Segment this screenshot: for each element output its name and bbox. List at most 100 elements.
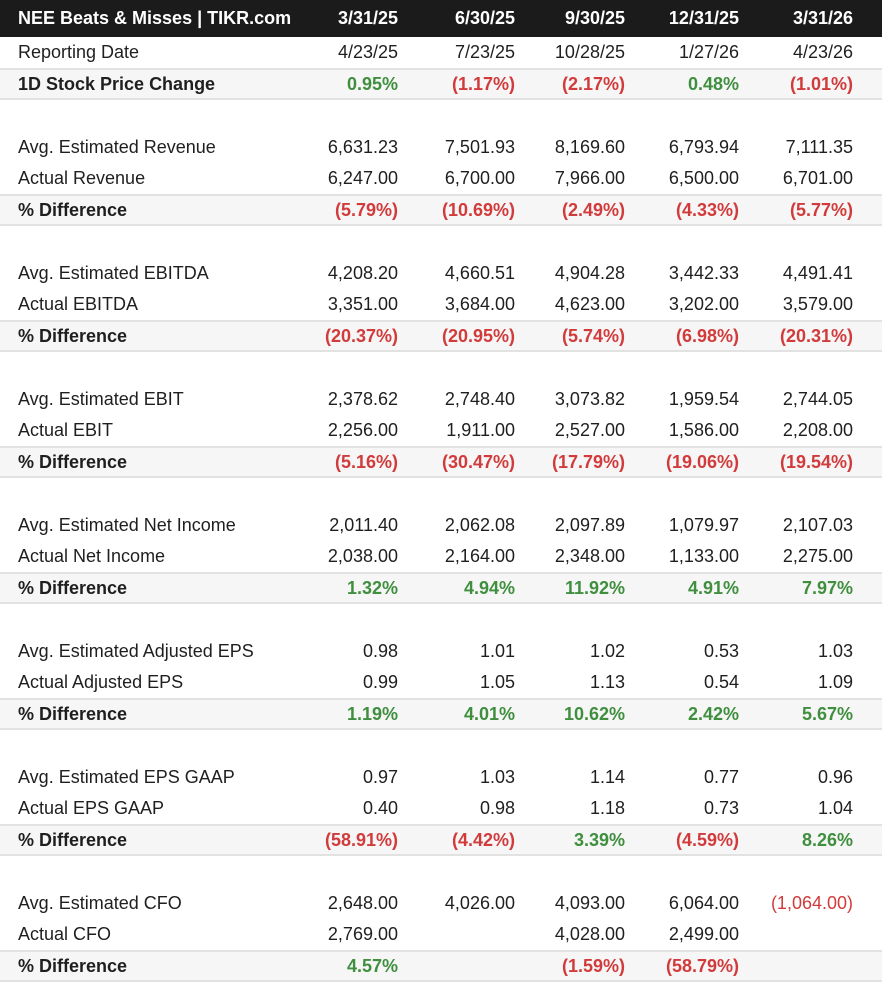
difference-row: % Difference 1.19% 4.01% 10.62% 2.42% 5.67% [0,698,882,730]
section-spacer [0,604,882,636]
difference-cell: 4.94% [463,577,515,598]
row-label: Reporting Date [18,42,140,62]
estimate-cell: 4,491.41 [782,263,853,283]
estimate-cell: (1,064.00) [770,893,853,913]
estimate-cell: 0.77 [703,767,739,787]
difference-cell: 3.39% [573,829,625,850]
actual-cell: 0.40 [362,798,398,818]
difference-cell: (4.33%) [675,199,739,220]
row-label: Actual Net Income [18,546,166,566]
actual-row: Actual Net Income 2,038.00 2,164.00 2,348.0… [0,541,882,572]
estimate-cell: 4,208.20 [327,263,398,283]
actual-cell: 2,527.00 [554,420,625,440]
row-label: Avg. Estimated EBIT [18,389,184,409]
difference-row: % Difference (20.37%) (20.95%) (5.74%) (6.98… [0,320,882,352]
difference-cell: (58.91%) [324,829,398,850]
estimate-cell: 1.03 [479,767,515,787]
actual-cell: 2,499.00 [668,924,739,944]
estimate-cell: 4,660.51 [444,263,515,283]
row-label: Avg. Estimated Adjusted EPS [18,641,254,661]
price-change-cell: (2.17%) [561,73,625,94]
difference-cell: (5.16%) [334,451,398,472]
estimate-cell: 1.14 [589,767,625,787]
section-spacer [0,226,882,258]
difference-cell: (4.42%) [451,829,515,850]
estimate-cell: 0.97 [362,767,398,787]
actual-cell: 6,700.00 [444,168,515,188]
row-label: Actual EBIT [18,420,114,440]
difference-cell: 1.32% [346,577,398,598]
actual-cell: 7,966.00 [554,168,625,188]
difference-cell: (20.37%) [324,325,398,346]
period-header: 3/31/26 [792,8,853,28]
actual-cell: 2,038.00 [327,546,398,566]
estimate-cell: 2,097.89 [554,515,625,535]
actual-cell: 2,208.00 [782,420,853,440]
difference-row: % Difference (5.79%) (10.69%) (2.49%) (4.33%… [0,194,882,226]
price-change-cell: (1.01%) [789,73,853,94]
row-label: Avg. Estimated Revenue [18,137,216,157]
actual-cell: 1.05 [479,672,515,692]
difference-row: % Difference 1.32% 4.94% 11.92% 4.91% 7.97% [0,572,882,604]
actual-cell: 2,769.00 [327,924,398,944]
difference-cell: (4.59%) [675,829,739,850]
difference-cell: 10.62% [563,703,625,724]
actual-cell: 4,623.00 [554,294,625,314]
difference-cell: (20.31%) [779,325,853,346]
actual-cell: 0.54 [703,672,739,692]
table-title: NEE Beats & Misses | TIKR.com [18,8,292,28]
estimate-cell: 4,093.00 [554,893,625,913]
row-label: % Difference [18,199,128,220]
actual-cell: 1.13 [589,672,625,692]
row-label: % Difference [18,955,128,976]
row-label: % Difference [18,829,128,850]
estimate-cell: 2,648.00 [327,893,398,913]
estimate-cell: 1,079.97 [668,515,739,535]
actual-cell: 2,164.00 [444,546,515,566]
actual-cell: 1.09 [817,672,853,692]
row-label: Actual CFO [18,924,112,944]
actual-cell: 1.18 [589,798,625,818]
actual-row: Actual EPS GAAP 0.40 0.98 1.18 0.73 1.04 [0,793,882,824]
difference-cell: 7.97% [801,577,853,598]
reporting-date-cell: 4/23/26 [792,42,853,62]
estimate-cell: 2,107.03 [782,515,853,535]
row-label: Actual EBITDA [18,294,139,314]
difference-cell: 4.91% [687,577,739,598]
section-spacer [0,856,882,888]
reporting-date-cell: 10/28/25 [554,42,625,62]
difference-cell: (1.59%) [561,955,625,976]
period-header: 9/30/25 [564,8,625,28]
estimate-cell: 3,442.33 [668,263,739,283]
actual-cell: 6,247.00 [327,168,398,188]
reporting-date-row: Reporting Date 4/23/25 7/23/25 10/28/25 … [0,37,882,68]
estimate-row: Avg. Estimated Net Income 2,011.40 2,062.0… [0,510,882,541]
actual-cell: 1,133.00 [668,546,739,566]
difference-cell: 5.67% [801,703,853,724]
estimate-cell: 6,631.23 [327,137,398,157]
row-label: Avg. Estimated EPS GAAP [18,767,235,787]
row-label: Avg. Estimated CFO [18,893,182,913]
price-change-cell: 0.95% [346,73,398,94]
difference-cell: (6.98%) [675,325,739,346]
estimate-cell: 1.02 [589,641,625,661]
estimate-cell: 4,026.00 [444,893,515,913]
price-change-row: 1D Stock Price Change 0.95% (1.17%) (2.1… [0,68,882,100]
estimate-cell: 1,959.54 [668,389,739,409]
actual-cell: 4,028.00 [554,924,625,944]
estimate-cell: 2,062.08 [444,515,515,535]
row-label: % Difference [18,703,128,724]
difference-row: % Difference (58.91%) (4.42%) 3.39% (4.59%) 8… [0,824,882,856]
difference-cell: (2.49%) [561,199,625,220]
actual-cell: 3,351.00 [327,294,398,314]
row-label: Actual Revenue [18,168,146,188]
difference-cell: (5.79%) [334,199,398,220]
row-label: % Difference [18,325,128,346]
actual-cell: 0.73 [703,798,739,818]
row-label: Actual Adjusted EPS [18,672,184,692]
estimate-cell: 2,378.62 [327,389,398,409]
metric-sections: Avg. Estimated Revenue 6,631.23 7,501.93 8,… [0,100,882,982]
estimate-row: Avg. Estimated Adjusted EPS 0.98 1.01 1.02 0… [0,636,882,667]
estimate-row: Avg. Estimated EBIT 2,378.62 2,748.40 3,073… [0,384,882,415]
estimate-cell: 4,904.28 [554,263,625,283]
